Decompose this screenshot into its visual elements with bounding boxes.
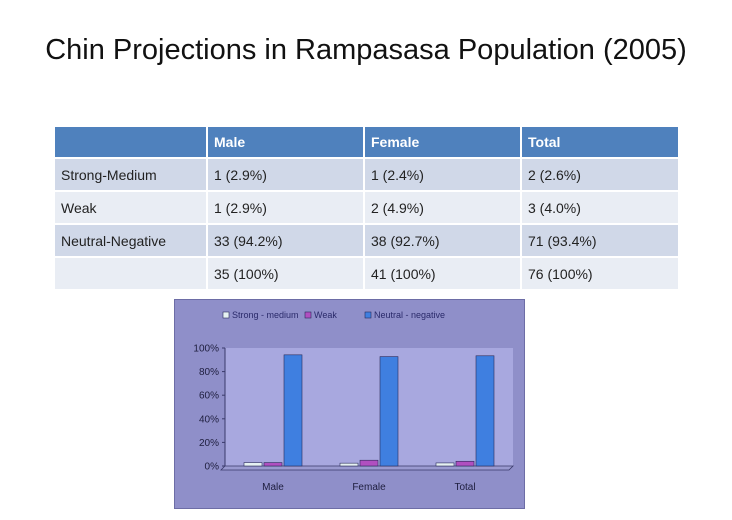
table-cell: 2 (4.9%) xyxy=(364,191,522,225)
table-header-row: Male Female Total xyxy=(55,127,680,159)
table-cell: 71 (93.4%) xyxy=(521,224,680,258)
y-tick-label: 20% xyxy=(199,438,219,449)
legend-label: Strong - medium xyxy=(232,310,299,320)
legend-swatch xyxy=(364,311,372,319)
legend-label: Weak xyxy=(314,310,337,320)
table-row: Weak 1 (2.9%) 2 (4.9%) 3 (4.0%) xyxy=(55,191,680,225)
bar xyxy=(379,356,399,467)
table-row: Strong-Medium 1 (2.9%) 1 (2.4%) 2 (2.6%) xyxy=(55,158,680,192)
table-cell: 38 (92.7%) xyxy=(364,224,522,258)
table-cell: 35 (100%) xyxy=(207,257,365,291)
y-tick-label: 40% xyxy=(199,414,219,425)
table-cell: 2 (2.6%) xyxy=(521,158,680,192)
bar xyxy=(283,354,303,467)
header-cell-total: Total xyxy=(521,127,680,159)
table-cell: 1 (2.4%) xyxy=(364,158,522,192)
table-cell: 41 (100%) xyxy=(364,257,522,291)
bar xyxy=(455,460,475,467)
table-cell: 33 (94.2%) xyxy=(207,224,365,258)
legend-label: Neutral - negative xyxy=(374,310,445,320)
y-tick-label: 100% xyxy=(193,344,219,355)
legend-swatch xyxy=(222,311,230,319)
population-table: Male Female Total Strong-Medium 1 (2.9%)… xyxy=(55,127,680,291)
x-category-label: Total xyxy=(454,482,475,493)
header-cell-male: Male xyxy=(207,127,365,159)
y-tick-label: 0% xyxy=(205,462,220,473)
header-cell-blank xyxy=(55,127,208,159)
bar-chart: 0% 20% 40% 60% 80% 100% Male Female Total Strong … xyxy=(174,299,525,509)
bar xyxy=(263,462,283,467)
chart-floor xyxy=(220,465,514,471)
bar xyxy=(243,462,263,467)
table-cell: 76 (100%) xyxy=(521,257,680,291)
table-row: Neutral-Negative 33 (94.2%) 38 (92.7%) 7… xyxy=(55,224,680,258)
row-label: Neutral-Negative xyxy=(55,224,208,258)
row-label xyxy=(55,257,208,291)
y-tick-label: 60% xyxy=(199,391,219,402)
row-label: Strong-Medium xyxy=(55,158,208,192)
y-tick-label: 80% xyxy=(199,367,219,378)
bar xyxy=(359,459,379,467)
page-title: Chin Projections in Rampasasa Population… xyxy=(0,30,732,70)
table-cell: 1 (2.9%) xyxy=(207,191,365,225)
row-label: Weak xyxy=(55,191,208,225)
table-row-totals: 35 (100%) 41 (100%) 76 (100%) xyxy=(55,257,680,291)
table-cell: 3 (4.0%) xyxy=(521,191,680,225)
bar xyxy=(475,355,495,467)
chart-svg: 0% 20% 40% 60% 80% 100% Male Female Total Strong … xyxy=(193,310,514,493)
bar xyxy=(339,462,359,467)
x-category-label: Male xyxy=(262,482,284,493)
legend-swatch xyxy=(304,311,312,319)
x-category-label: Female xyxy=(352,482,386,493)
table-cell: 1 (2.9%) xyxy=(207,158,365,192)
header-cell-female: Female xyxy=(364,127,522,159)
bar xyxy=(435,462,455,467)
title-text: Chin Projections in Rampasasa Population… xyxy=(45,34,687,66)
plot-area xyxy=(225,348,513,466)
